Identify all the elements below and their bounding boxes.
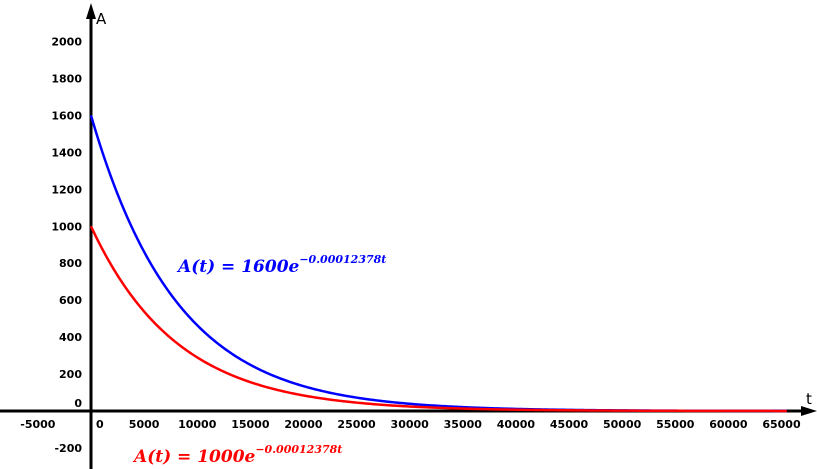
y-tick-label: 600: [59, 294, 82, 307]
y-tick-label: 1200: [51, 183, 82, 196]
y-axis-label: A: [96, 10, 107, 28]
y-tick-label: 400: [59, 331, 82, 344]
y-tick-labels: -200 0 200 400 600 800 1000 1200 1400 1600 1800 200…: [51, 36, 82, 455]
y-tick-label: 1800: [51, 72, 82, 85]
x-tick-label: 65000: [762, 418, 801, 431]
x-tick-label: 40000: [497, 418, 536, 431]
x-axis-arrow: [801, 406, 817, 416]
x-tick-label: 25000: [337, 418, 376, 431]
x-tick-label: 10000: [178, 418, 217, 431]
x-axis-label: t: [806, 390, 812, 408]
equation-1000-lead: A(t) = 1000e: [132, 447, 256, 467]
x-tick-label: 15000: [231, 418, 270, 431]
x-tick-label: -5000: [20, 418, 56, 431]
y-tick-label: 1600: [51, 109, 82, 122]
x-tick-labels: -5000 0 5000 10000 15000 20000 25000 30000 35000…: [20, 418, 801, 431]
equation-label-1000: A(t) = 1000e−0.00012378t: [132, 443, 342, 467]
y-tick-label: 200: [59, 368, 82, 381]
equation-label-1600: A(t) = 1600e−0.00012378t: [176, 253, 386, 277]
x-tick-label: 35000: [444, 418, 483, 431]
y-tick-label: 1000: [51, 220, 82, 233]
y-tick-label: 1400: [51, 146, 82, 159]
x-tick-label: 20000: [284, 418, 323, 431]
x-tick-label: 60000: [709, 418, 748, 431]
x-tick-label: 45000: [550, 418, 589, 431]
x-tick-label: 55000: [656, 418, 695, 431]
x-tick-label: 0: [96, 418, 104, 431]
x-tick-label: 50000: [603, 418, 642, 431]
equation-1000-exponent: −0.00012378t: [255, 443, 342, 456]
y-tick-label: 2000: [51, 36, 82, 49]
equation-1600-lead: A(t) = 1600e: [176, 257, 300, 277]
series-line-1000: [89, 225, 787, 413]
x-tick-label: 5000: [129, 418, 160, 431]
x-tick-label: 30000: [391, 418, 430, 431]
y-tick-label: -200: [54, 442, 82, 455]
y-axis-arrow: [86, 3, 96, 19]
y-tick-label: 800: [59, 257, 82, 270]
equation-1600-exponent: −0.00012378t: [299, 253, 386, 266]
y-tick-label: 0: [74, 397, 82, 410]
